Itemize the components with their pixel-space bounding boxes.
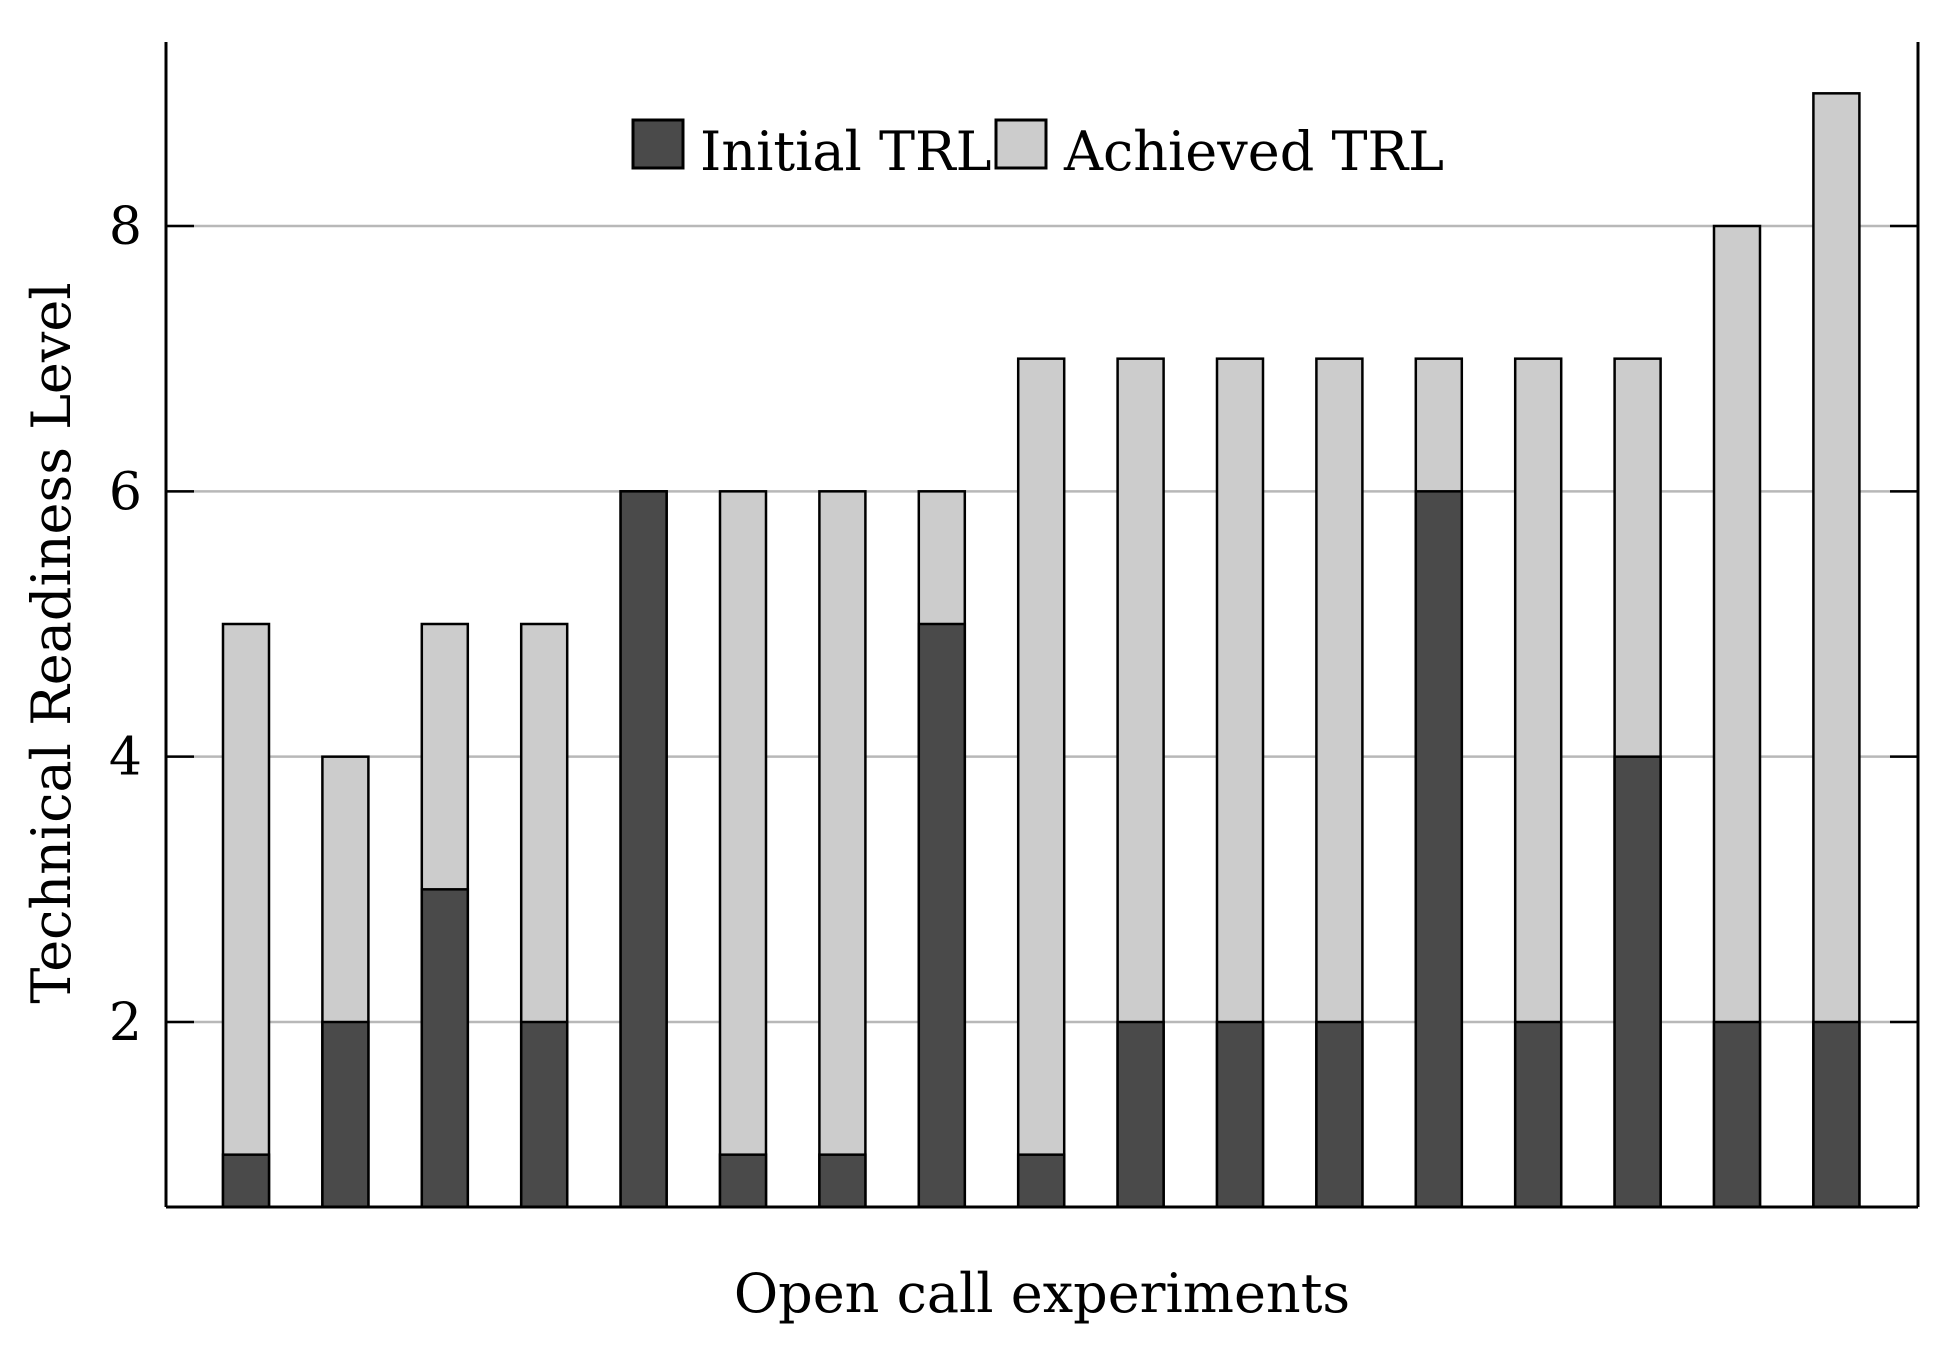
bar-initial-9 (1016, 1153, 1066, 1209)
y-tick-label-8: 8 (109, 197, 142, 257)
bar-initial-5 (619, 490, 668, 1209)
bar-initial-14 (1513, 1020, 1563, 1209)
bar-achieved-7 (818, 490, 867, 1209)
bar-initial-12 (1315, 1020, 1364, 1209)
bars (221, 92, 1861, 1209)
legend-label-achieved: Achieved TRL (1063, 120, 1444, 183)
axes (164, 42, 1920, 1209)
bar-initial-8 (917, 622, 967, 1209)
bar-initial-6 (718, 1153, 768, 1209)
y-tick-label-2: 2 (109, 993, 142, 1053)
bar-initial-17 (1812, 1020, 1861, 1209)
legend-swatch-initial (631, 118, 685, 170)
bar-achieved-1 (221, 622, 271, 1209)
y-axis-title: Technical Readiness Level (20, 282, 83, 1003)
legend-label-initial: Initial TRL (700, 120, 992, 183)
legend-swatch-achieved (994, 118, 1048, 170)
bar-initial-7 (818, 1153, 867, 1209)
bar-achieved-6 (718, 490, 768, 1209)
legend: Initial TRL Achieved TRL (631, 118, 1444, 183)
x-axis-title: Open call experiments (734, 1262, 1350, 1325)
bar-initial-10 (1116, 1020, 1165, 1209)
y-tick-label-4: 4 (109, 728, 142, 788)
bar-initial-3 (420, 888, 470, 1209)
bar-initial-13 (1414, 490, 1464, 1209)
bar-initial-1 (221, 1153, 271, 1209)
bar-initial-16 (1712, 1020, 1762, 1209)
y-tick-label-6: 6 (109, 462, 142, 522)
y-ticks: 2 4 6 8 (109, 197, 1918, 1053)
bar-initial-15 (1613, 755, 1662, 1209)
bar-initial-11 (1215, 1020, 1265, 1209)
bar-achieved-9 (1016, 357, 1066, 1209)
bar-initial-2 (321, 1020, 370, 1209)
bar-initial-4 (519, 1020, 569, 1209)
